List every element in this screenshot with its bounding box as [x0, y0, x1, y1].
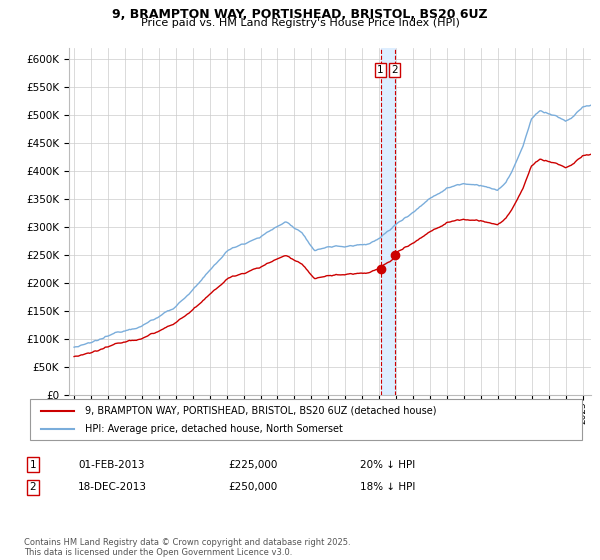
Text: Contains HM Land Registry data © Crown copyright and database right 2025.
This d: Contains HM Land Registry data © Crown c… — [24, 538, 350, 557]
Text: HPI: Average price, detached house, North Somerset: HPI: Average price, detached house, Nort… — [85, 424, 343, 434]
Text: 20% ↓ HPI: 20% ↓ HPI — [360, 460, 415, 470]
Bar — [380, 48, 395, 395]
Text: 1: 1 — [377, 65, 384, 75]
Text: 1: 1 — [29, 460, 37, 470]
Text: £225,000: £225,000 — [228, 460, 277, 470]
Text: 9, BRAMPTON WAY, PORTISHEAD, BRISTOL, BS20 6UZ: 9, BRAMPTON WAY, PORTISHEAD, BRISTOL, BS… — [112, 8, 488, 21]
Text: 2: 2 — [391, 65, 398, 75]
FancyBboxPatch shape — [30, 399, 582, 440]
Text: £250,000: £250,000 — [228, 482, 277, 492]
Text: Price paid vs. HM Land Registry's House Price Index (HPI): Price paid vs. HM Land Registry's House … — [140, 18, 460, 29]
Text: 01-FEB-2013: 01-FEB-2013 — [78, 460, 145, 470]
Text: 9, BRAMPTON WAY, PORTISHEAD, BRISTOL, BS20 6UZ (detached house): 9, BRAMPTON WAY, PORTISHEAD, BRISTOL, BS… — [85, 405, 437, 416]
Text: 2: 2 — [29, 482, 37, 492]
Text: 18% ↓ HPI: 18% ↓ HPI — [360, 482, 415, 492]
Text: 18-DEC-2013: 18-DEC-2013 — [78, 482, 147, 492]
